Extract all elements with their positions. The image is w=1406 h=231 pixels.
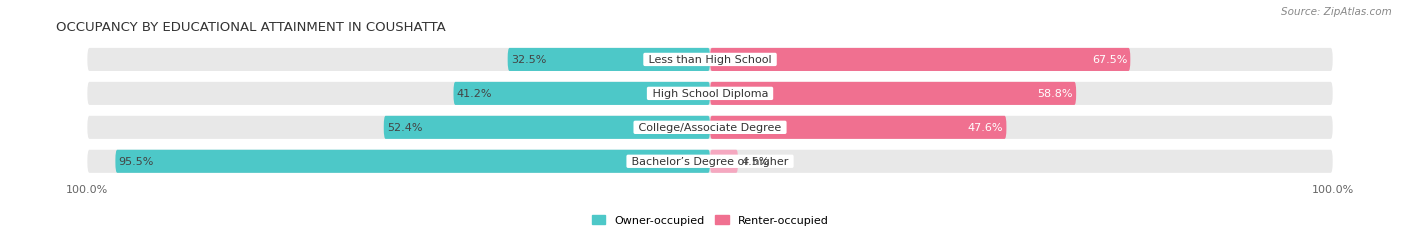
FancyBboxPatch shape [384, 116, 710, 139]
FancyBboxPatch shape [87, 82, 1333, 106]
FancyBboxPatch shape [115, 150, 710, 173]
Text: 4.5%: 4.5% [741, 157, 769, 167]
FancyBboxPatch shape [87, 49, 1333, 72]
Text: 52.4%: 52.4% [387, 123, 422, 133]
FancyBboxPatch shape [710, 82, 1076, 106]
Text: 58.8%: 58.8% [1038, 89, 1073, 99]
Text: College/Associate Degree: College/Associate Degree [636, 123, 785, 133]
Text: High School Diploma: High School Diploma [648, 89, 772, 99]
Text: Less than High School: Less than High School [645, 55, 775, 65]
Text: Source: ZipAtlas.com: Source: ZipAtlas.com [1281, 7, 1392, 17]
FancyBboxPatch shape [454, 82, 710, 106]
Text: OCCUPANCY BY EDUCATIONAL ATTAINMENT IN COUSHATTA: OCCUPANCY BY EDUCATIONAL ATTAINMENT IN C… [56, 21, 446, 33]
Text: 47.6%: 47.6% [967, 123, 1004, 133]
Text: 41.2%: 41.2% [457, 89, 492, 99]
Text: Bachelor’s Degree or higher: Bachelor’s Degree or higher [628, 157, 792, 167]
FancyBboxPatch shape [710, 150, 738, 173]
Text: 95.5%: 95.5% [118, 157, 153, 167]
FancyBboxPatch shape [710, 116, 1007, 139]
FancyBboxPatch shape [710, 49, 1130, 72]
FancyBboxPatch shape [87, 116, 1333, 139]
Text: 67.5%: 67.5% [1092, 55, 1128, 65]
Text: 32.5%: 32.5% [510, 55, 546, 65]
FancyBboxPatch shape [87, 150, 1333, 173]
Legend: Owner-occupied, Renter-occupied: Owner-occupied, Renter-occupied [588, 211, 832, 230]
FancyBboxPatch shape [508, 49, 710, 72]
